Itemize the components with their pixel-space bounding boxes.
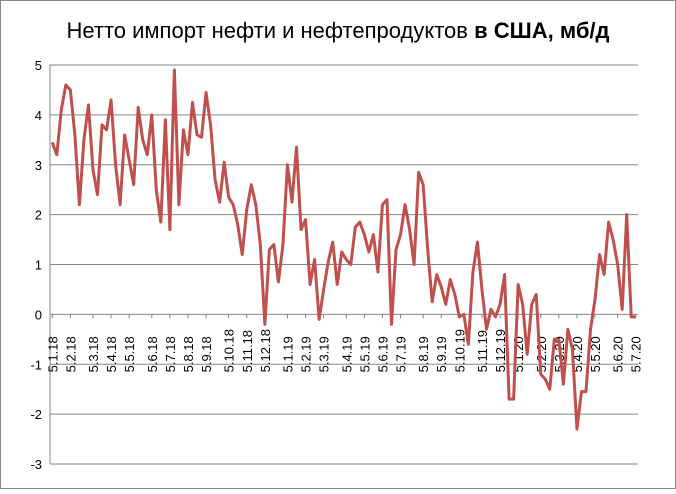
y-tick-label: 4 (35, 108, 42, 123)
x-tick-label: 5.3.18 (86, 336, 101, 372)
x-tick-label: 5.6.18 (145, 336, 160, 372)
title-part: Нетто импорт нефти и нефтепродуктов (67, 18, 468, 43)
title-part: в США, мб/д (474, 18, 609, 43)
x-tick-label: 5.5.19 (357, 336, 372, 372)
x-tick-label: 5.3.19 (317, 336, 332, 372)
x-tick-label: 5.8.19 (416, 336, 431, 372)
x-tick-label: 5.5.18 (122, 336, 137, 372)
x-tick-label: 5.8.18 (181, 336, 196, 372)
data-line (50, 68, 636, 431)
x-tick-label: 5.2.20 (534, 336, 549, 372)
x-tick-label: 5.7.19 (394, 336, 409, 372)
y-tick-label: 1 (35, 258, 42, 273)
x-tick-label: 5.11.19 (475, 330, 490, 372)
y-tick-label: 3 (35, 158, 42, 173)
x-tick-label: 5.9.19 (434, 336, 449, 372)
x-tick-label: 5.11.18 (240, 330, 255, 372)
x-tick-label: 5.2.18 (63, 336, 78, 372)
x-tick-label: 5.2.19 (299, 336, 314, 372)
x-tick-label: 5.10.18 (222, 329, 237, 372)
x-tick-label: 5.6.19 (375, 336, 390, 372)
x-tick-label: 5.5.20 (588, 336, 603, 372)
x-tick-label: 5.7.20 (629, 336, 644, 372)
y-tick-label: 0 (35, 307, 42, 322)
x-tick-label: 5.12.18 (258, 329, 273, 372)
x-tick-label: 5.12.19 (493, 329, 508, 372)
x-tick-label: 5.9.18 (199, 336, 214, 372)
x-tick-label: 5.1.19 (280, 336, 295, 372)
y-tick-label: -3 (30, 457, 42, 472)
y-tick-label: -2 (30, 407, 42, 422)
y-tick-label: 2 (35, 208, 42, 223)
x-tick-label: 5.7.18 (163, 336, 178, 372)
y-tick-label: -1 (30, 357, 42, 372)
y-tick-label: 5 (35, 58, 42, 73)
x-tick-label: 5.4.19 (339, 336, 354, 372)
x-tick-label: 5.1.18 (45, 336, 60, 372)
x-tick-label: 5.4.18 (104, 336, 119, 372)
chart-title: Нетто импорт нефти и нефтепродуктов в СШ… (67, 18, 610, 43)
x-tick-label: 5.6.20 (611, 336, 626, 372)
x-tick-label: 5.10.19 (452, 329, 467, 372)
